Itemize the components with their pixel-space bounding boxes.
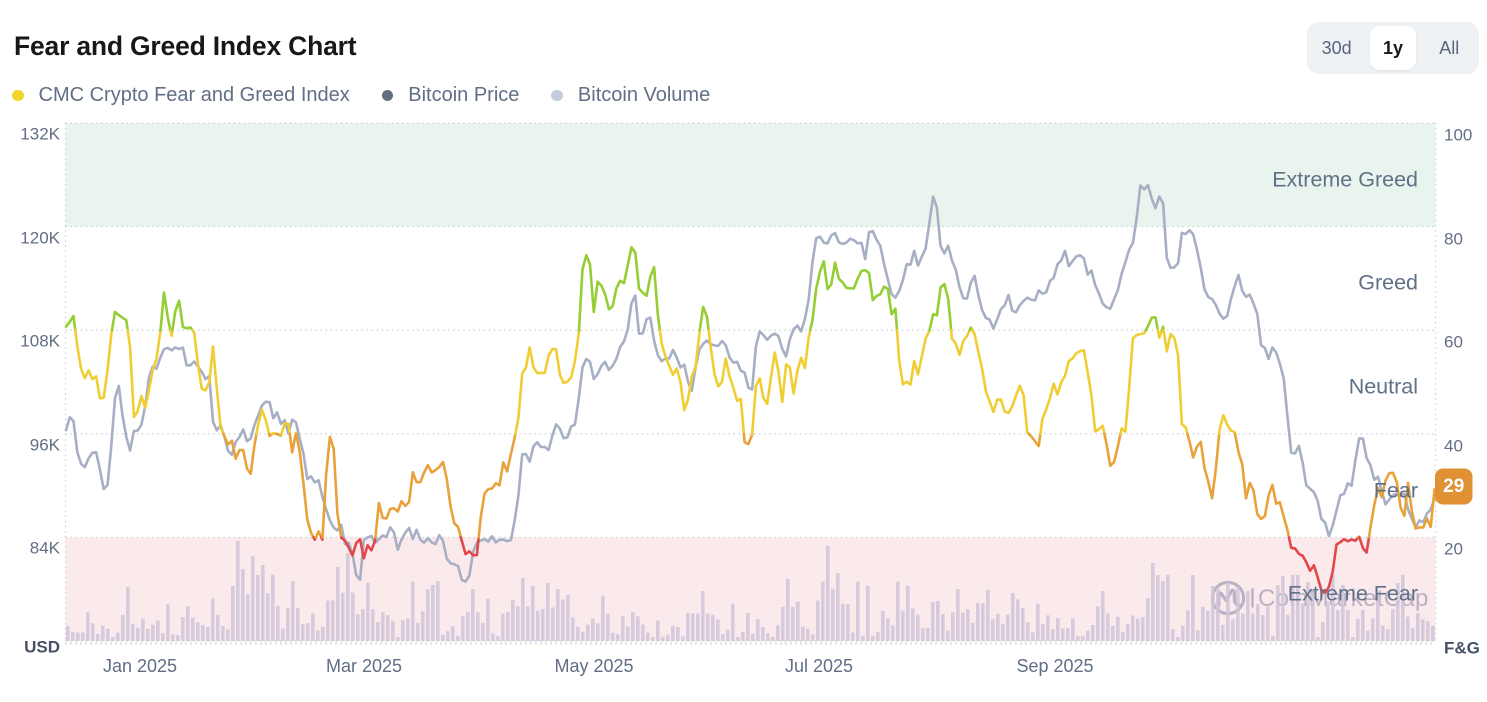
svg-text:Fear: Fear [1374, 479, 1418, 503]
svg-text:Greed: Greed [1358, 271, 1418, 295]
svg-text:120K: 120K [20, 228, 60, 247]
svg-text:Extreme Greed: Extreme Greed [1272, 168, 1418, 192]
svg-text:Sep 2025: Sep 2025 [1016, 656, 1093, 676]
svg-text:100: 100 [1444, 125, 1472, 144]
svg-text:Mar 2025: Mar 2025 [326, 656, 402, 676]
svg-text:20: 20 [1444, 539, 1463, 558]
svg-text:USD: USD [24, 637, 60, 656]
svg-text:Neutral: Neutral [1349, 375, 1418, 399]
svg-text:Extreme Fear: Extreme Fear [1288, 582, 1418, 606]
svg-text:Jul 2025: Jul 2025 [785, 656, 853, 676]
svg-text:132K: 132K [20, 124, 60, 143]
svg-text:60: 60 [1444, 332, 1463, 351]
svg-text:40: 40 [1444, 436, 1463, 455]
svg-text:F&G: F&G [1444, 638, 1480, 657]
svg-text:May 2025: May 2025 [554, 656, 633, 676]
svg-text:Jan 2025: Jan 2025 [103, 656, 177, 676]
svg-text:29: 29 [1443, 476, 1464, 497]
svg-text:84K: 84K [30, 538, 61, 557]
svg-text:108K: 108K [20, 331, 60, 350]
svg-text:96K: 96K [30, 435, 61, 454]
svg-text:80: 80 [1444, 229, 1463, 248]
